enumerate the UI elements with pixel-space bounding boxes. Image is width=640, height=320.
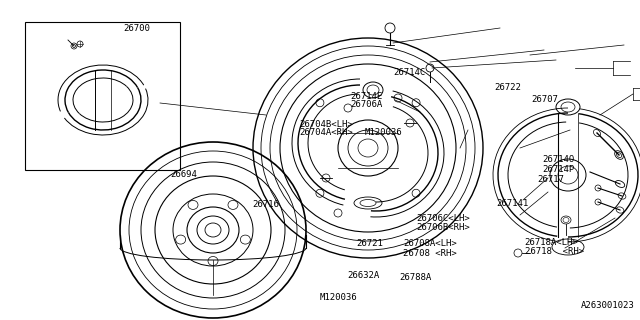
Text: 26714C: 26714C	[394, 68, 426, 77]
Text: 26722: 26722	[494, 83, 521, 92]
Text: 26707: 26707	[531, 95, 558, 104]
Text: A263001023: A263001023	[581, 301, 635, 310]
Text: 26706B<RH>: 26706B<RH>	[416, 223, 470, 232]
Text: 26706A: 26706A	[351, 100, 383, 109]
Text: 26706C<LH>: 26706C<LH>	[416, 214, 470, 223]
Text: 26700: 26700	[123, 24, 150, 33]
Text: 26716: 26716	[253, 200, 280, 209]
Text: 267141: 267141	[496, 199, 528, 208]
Text: M120036: M120036	[365, 128, 403, 137]
Text: 26717: 26717	[538, 175, 564, 184]
Text: 26721: 26721	[356, 239, 383, 248]
Text: 26718  <RH>: 26718 <RH>	[525, 247, 584, 256]
Text: 26718A<LH>: 26718A<LH>	[525, 238, 579, 247]
Text: 26694: 26694	[170, 170, 197, 179]
Text: 26714O: 26714O	[543, 155, 575, 164]
Bar	[25, 22, 180, 170]
Text: 26708 <RH>: 26708 <RH>	[403, 249, 457, 258]
Text: 26708A<LH>: 26708A<LH>	[403, 239, 457, 248]
Text: 26704B<LH>: 26704B<LH>	[300, 120, 353, 129]
Text: 26714E: 26714E	[351, 92, 383, 101]
Text: M120036: M120036	[320, 293, 358, 302]
Text: 26704A<RH>: 26704A<RH>	[300, 128, 353, 137]
Text: 26632A: 26632A	[348, 271, 380, 280]
Text: 26788A: 26788A	[399, 273, 431, 282]
Text: 26714P: 26714P	[543, 165, 575, 174]
